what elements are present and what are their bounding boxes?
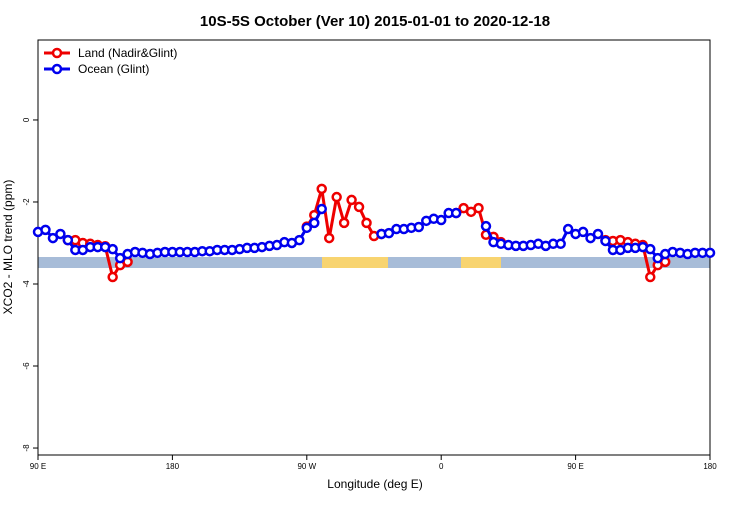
point xyxy=(107,243,118,255)
point xyxy=(473,202,484,214)
x-tick-label: 90 E xyxy=(567,462,583,471)
y-tick-label: -4 xyxy=(22,280,31,288)
legend-label: Land (Nadir&Glint) xyxy=(78,46,177,60)
legend-marker xyxy=(51,47,63,59)
point xyxy=(353,201,365,213)
point xyxy=(645,243,656,255)
point xyxy=(338,217,350,229)
point xyxy=(323,232,335,244)
land-band xyxy=(322,257,388,268)
legend-marker xyxy=(51,63,63,75)
point xyxy=(383,227,395,239)
point xyxy=(55,228,66,240)
point xyxy=(62,234,74,246)
point xyxy=(114,252,126,264)
x-tick-label: 90 W xyxy=(297,462,316,471)
y-tick-label: -8 xyxy=(22,444,31,452)
point xyxy=(480,220,492,232)
point xyxy=(435,214,447,226)
point xyxy=(309,217,320,229)
point xyxy=(301,222,313,234)
point xyxy=(413,221,425,233)
point xyxy=(316,203,327,215)
x-axis-label: Longitude (deg E) xyxy=(327,477,422,491)
land-band xyxy=(461,257,501,268)
point xyxy=(585,232,596,244)
point xyxy=(645,271,656,283)
y-tick-label: -2 xyxy=(22,198,31,206)
point xyxy=(704,247,716,259)
x-tick-label: 0 xyxy=(439,462,444,471)
point xyxy=(40,224,51,236)
legend-label: Ocean (Glint) xyxy=(78,62,149,76)
point xyxy=(316,183,327,195)
y-tick-label: 0 xyxy=(22,117,31,122)
y-axis-label: XCO2 - MLO trend (ppm) xyxy=(1,180,15,315)
point xyxy=(652,252,663,264)
y-tick-label: -6 xyxy=(22,362,31,370)
point xyxy=(47,232,59,244)
point xyxy=(294,234,305,246)
point xyxy=(361,217,372,229)
point xyxy=(562,223,574,235)
x-tick-label: 180 xyxy=(166,462,180,471)
point xyxy=(577,226,589,238)
point xyxy=(107,271,118,283)
point xyxy=(592,228,604,240)
point xyxy=(600,235,611,247)
point xyxy=(346,194,357,206)
x-tick-label: 90 E xyxy=(30,462,46,471)
x-tick-label: 180 xyxy=(703,462,717,471)
land-strip xyxy=(38,257,710,268)
chart-title: 10S-5S October (Ver 10) 2015-01-01 to 20… xyxy=(200,13,550,30)
point xyxy=(555,238,566,250)
point xyxy=(450,207,462,219)
point xyxy=(331,191,342,203)
plot-frame xyxy=(37,39,711,456)
